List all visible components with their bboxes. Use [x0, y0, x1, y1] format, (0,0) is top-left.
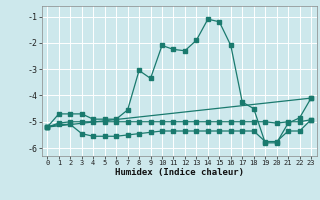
X-axis label: Humidex (Indice chaleur): Humidex (Indice chaleur) — [115, 168, 244, 177]
